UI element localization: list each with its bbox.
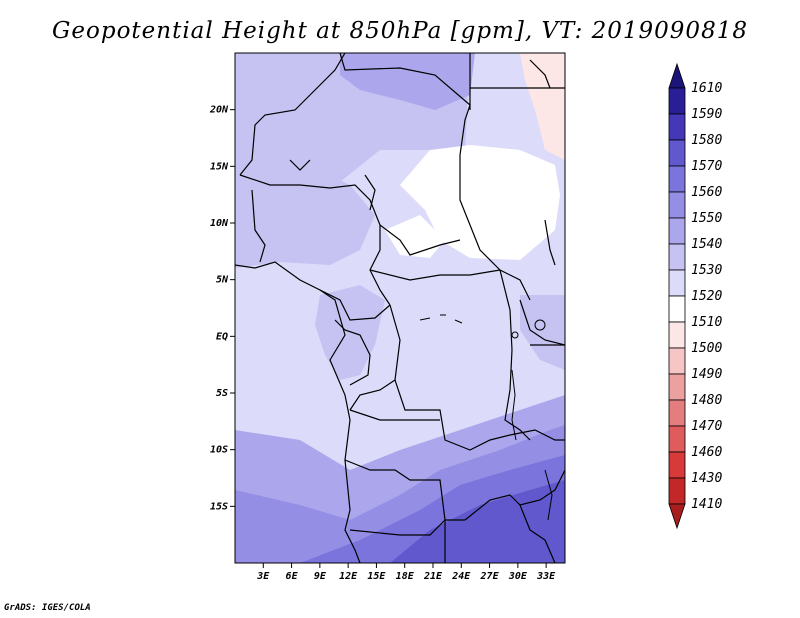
colorbar-box (668, 451, 686, 479)
y-axis: 20N 15N 10N 5N EQ 5S 10S 15S (209, 105, 235, 512)
colorbar-label: 1610 (691, 81, 722, 96)
colorbar-label: 1500 (691, 341, 722, 356)
colorbar-label: 1550 (691, 211, 722, 226)
chart-title: Geopotential Height at 850hPa [gpm], VT:… (52, 18, 748, 44)
x-tick-label: 9E (314, 571, 327, 582)
colorbar-box (668, 165, 686, 193)
y-tick-label: EQ (216, 331, 228, 342)
region-sahara-north (340, 53, 475, 110)
colorbar-label: 1520 (691, 289, 722, 304)
y-tick-label: 15S (210, 501, 228, 512)
region-great-lakes (520, 295, 565, 370)
colorbar-label: 1580 (691, 133, 722, 148)
colorbar-box (668, 269, 686, 297)
country-borders (235, 53, 565, 563)
y-tick-label: 20N (209, 105, 229, 116)
x-tick-label: 30E (508, 571, 528, 582)
colorbar-label: 1430 (691, 471, 722, 486)
colorbar-box (668, 399, 686, 427)
x-tick-label: 3E (256, 571, 270, 582)
colorbar-label: 1540 (691, 237, 722, 252)
plot-frame (234, 52, 566, 564)
colorbar-label: 1560 (691, 185, 722, 200)
region-sudan-white-2 (385, 215, 445, 258)
colorbar-box (668, 139, 686, 167)
colorbar-box (668, 295, 686, 323)
colorbar-box (668, 191, 686, 219)
colorbar-box (668, 347, 686, 375)
colorbar-box (668, 425, 686, 453)
x-tick-label: 21E (423, 571, 443, 582)
colorbar-box (668, 217, 686, 245)
region-south-band-5 (470, 505, 565, 563)
colorbar-box (668, 87, 686, 115)
region-east-pink (520, 53, 565, 160)
x-tick-label: 12E (339, 571, 358, 582)
footer-credit: GrADS: IGES/COLA (4, 603, 91, 613)
region-sudan-white (400, 145, 560, 260)
colorbar-box (668, 477, 686, 505)
colorbar-label: 1530 (691, 263, 722, 278)
lakes (419, 314, 553, 521)
y-tick-label: 5S (216, 388, 228, 399)
colorbar-label: 1480 (691, 393, 722, 408)
colorbar-box (668, 373, 686, 401)
x-axis: 3E 6E 9E 12E 15E 18E 21E 24E 27E 30E 33E (256, 563, 556, 582)
colorbar-label: 1570 (691, 159, 722, 174)
y-tick-label: 5N (216, 275, 229, 286)
colorbar-box (668, 243, 686, 271)
colorbar-label: 1590 (691, 107, 722, 122)
colorbar-label: 1460 (691, 445, 722, 460)
x-tick-label: 27E (480, 571, 500, 582)
y-tick-label: 10N (210, 218, 229, 229)
colorbar-top-arrow (668, 62, 686, 89)
colorbar-box (668, 321, 686, 349)
colorbar-label: 1510 (691, 315, 722, 330)
colorbar-box (668, 113, 686, 141)
colorbar-bottom-arrow (668, 503, 686, 530)
colorbar-label: 1470 (691, 419, 722, 434)
colorbar: 1610 1590 1580 1570 1560 1550 1540 1530 1520 1510… (668, 62, 722, 530)
y-tick-label: 15N (210, 161, 229, 172)
x-tick-label: 24E (451, 571, 471, 582)
x-tick-label: 15E (367, 571, 386, 582)
map-area (235, 53, 565, 563)
colorbar-label: 1490 (691, 367, 722, 382)
x-tick-label: 6E (286, 571, 299, 582)
x-tick-label: 33E (536, 571, 556, 582)
x-tick-label: 18E (396, 571, 415, 582)
y-tick-label: 10S (210, 445, 228, 456)
colorbar-label: 1410 (691, 497, 722, 512)
region-north-west-strip (235, 155, 375, 268)
